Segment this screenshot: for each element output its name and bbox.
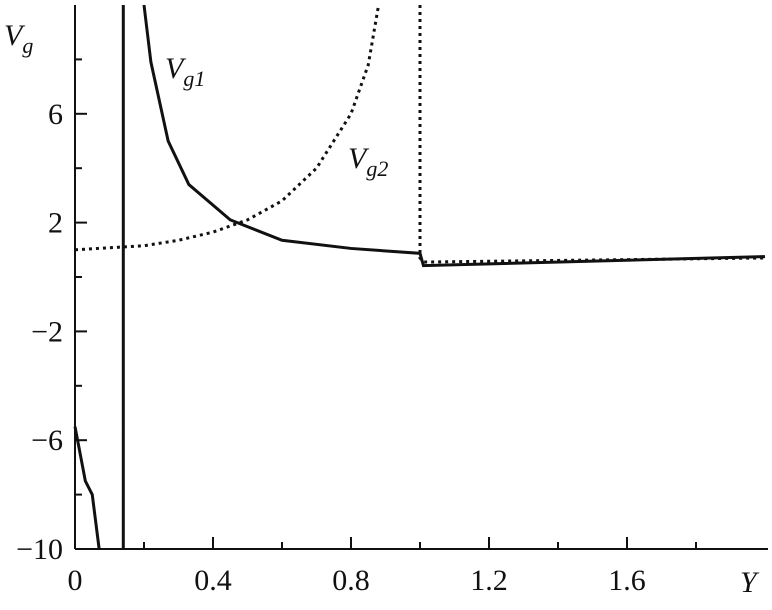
x-tick-label: 0 [68,564,83,597]
y-tick-label: −10 [16,533,63,566]
y-label-base: V [4,19,26,52]
annotation-base: V [165,52,187,85]
series-line [74,4,766,264]
annotation-sub: g1 [183,66,205,91]
y-axis-label: Vg [4,19,33,58]
y-label-sub: g [22,33,33,58]
annotation: Vg1 [165,52,205,91]
x-tick-label: 1.6 [608,564,646,597]
series-line [73,4,766,550]
annotation-sub: g2 [366,156,388,181]
annotation-base: V [348,142,370,175]
annotation: Vg2 [348,142,388,181]
x-tick-label: 0.4 [194,564,232,597]
y-tick-label: 6 [48,98,63,131]
y-tick-label: −6 [31,424,63,457]
y-tick-label: 2 [48,207,63,240]
x-tick-label: 1.2 [470,564,508,597]
x-axis-label: Y [740,566,760,599]
x-tick-label: 0.8 [332,564,370,597]
y-tick-label: −2 [31,315,63,348]
